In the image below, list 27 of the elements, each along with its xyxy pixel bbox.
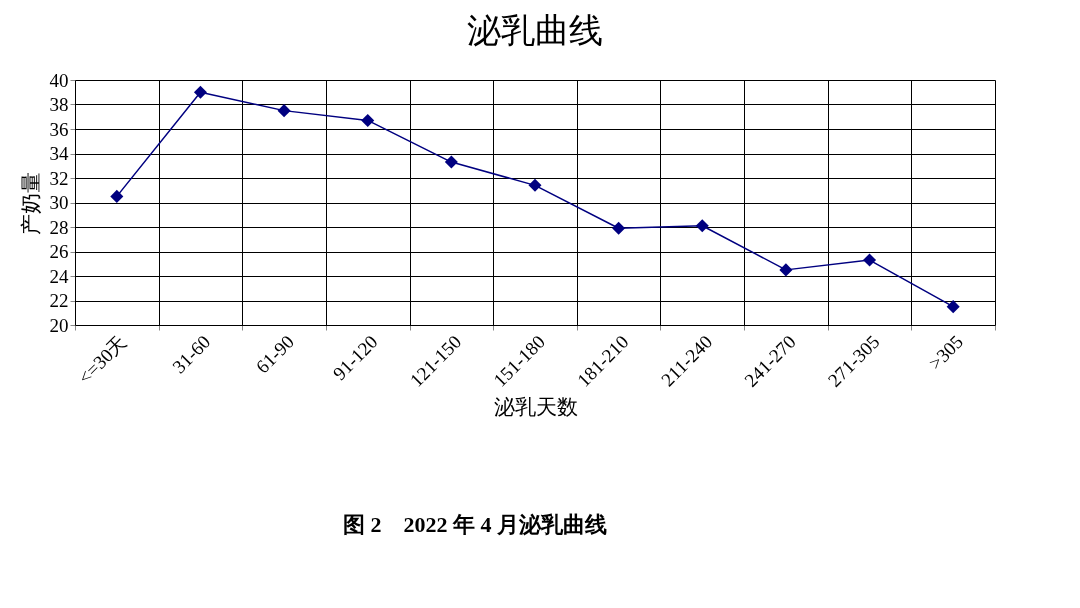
x-tick-label: <=30天 <box>73 331 131 388</box>
point <box>110 189 124 203</box>
y-tick-label: 30 <box>49 192 69 213</box>
point <box>863 253 877 267</box>
y-tick-label: 24 <box>49 265 69 287</box>
y-tick-label: 32 <box>49 167 69 189</box>
y-axis-title: 产奶量 <box>18 171 43 235</box>
point <box>779 263 793 277</box>
y-tick-label: 40 <box>49 69 69 91</box>
point <box>193 85 207 99</box>
caption: 图 2 2022 年 4 月泌乳曲线 <box>343 512 607 537</box>
y-tick-label: 38 <box>49 94 69 115</box>
point <box>528 178 542 192</box>
y-tick-label: 22 <box>49 290 69 311</box>
y-tick-label: 34 <box>49 143 69 164</box>
chart-title: 泌乳曲线 <box>467 12 603 49</box>
point <box>277 104 291 118</box>
point <box>695 219 709 233</box>
point <box>444 155 458 169</box>
y-tick-label: 36 <box>49 118 69 140</box>
point <box>612 221 626 235</box>
y-tick-label: 26 <box>49 241 69 262</box>
y-tick-label: 28 <box>49 216 69 238</box>
point <box>361 113 375 127</box>
x-axis-title: 泌乳天数 <box>493 394 578 419</box>
point <box>946 300 960 314</box>
y-tick-label: 20 <box>49 314 69 336</box>
